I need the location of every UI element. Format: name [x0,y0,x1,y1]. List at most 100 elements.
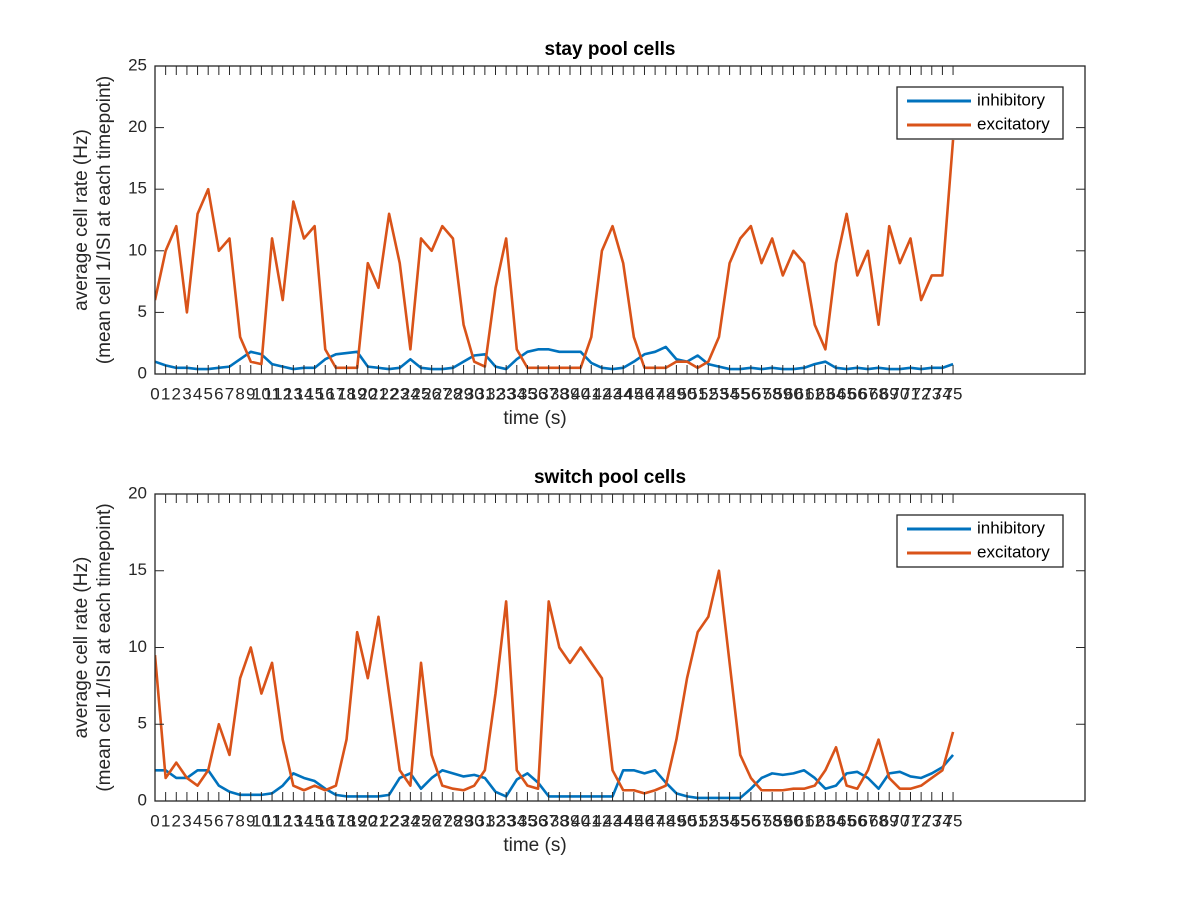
y-tick-label: 5 [138,302,147,321]
x-tick-label: 12 [273,811,292,830]
x-tick-label: 18 [337,811,356,830]
legend-label: inhibitory [977,90,1046,109]
x-tick-label: 32 [486,384,505,403]
series-line [155,139,955,370]
x-tick-label: 6 [214,811,223,830]
x-tick-label: 6 [214,384,223,403]
x-tick-label: 16 [316,811,335,830]
x-tick-label: 43 [603,384,622,403]
x-tick-label: 2 [172,811,181,830]
x-tick-label: 53 [709,384,728,403]
x-tick-label: 14 [295,811,314,830]
chart-title: switch pool cells [534,467,686,488]
x-tick-label: 3 [182,811,191,830]
x-tick-label: 50 [678,811,697,830]
x-tick-label: 2 [172,384,181,403]
x-tick-label: 30 [465,811,484,830]
x-tick-label: 42 [592,811,611,830]
x-tick-label: 39 [561,811,580,830]
x-tick-label: 47 [646,384,665,403]
x-tick-label: 37 [539,384,558,403]
x-tick-label: 57 [752,811,771,830]
x-tick-label: 35 [518,384,537,403]
x-tick-label: 16 [316,384,335,403]
legend-label: excitatory [977,114,1050,133]
x-tick-label: 53 [709,811,728,830]
y-tick-label: 20 [128,483,147,502]
x-tick-label: 71 [901,811,920,830]
x-tick-label: 39 [561,384,580,403]
x-tick-label: 63 [816,384,835,403]
y-axis-label: (mean cell 1/ISI at each timepoint) [94,76,115,364]
x-tick-label: 55 [731,384,750,403]
x-tick-label: 45 [624,384,643,403]
x-tick-label: 11 [263,811,281,830]
x-tick-label: 40 [571,384,590,403]
x-tick-label: 65 [837,811,856,830]
x-tick-label: 72 [912,384,931,403]
x-tick-label: 13 [284,811,303,830]
x-tick-label: 10 [252,384,271,403]
x-tick-label: 23 [390,811,409,830]
x-tick-label: 62 [805,811,824,830]
x-tick-label: 61 [795,811,814,830]
axes-box [154,65,1086,375]
x-tick-label: 35 [518,811,537,830]
x-tick-label: 66 [848,384,867,403]
x-tick-label: 1 [161,811,170,830]
x-tick-label: 58 [763,384,782,403]
x-tick-label: 58 [763,811,782,830]
x-tick-label: 52 [699,384,718,403]
x-tick-label: 51 [688,384,707,403]
x-tick-label: 22 [380,384,399,403]
y-tick-label: 15 [128,179,147,198]
series-line [155,754,955,800]
x-tick-label: 15 [305,811,324,830]
x-tick-label: 36 [529,384,548,403]
x-tick-label: 68 [869,811,888,830]
y-axis-label: average cell rate (Hz) [71,557,92,739]
x-tick-label: 55 [731,811,750,830]
x-tick-label: 56 [741,384,760,403]
x-tick-label: 14 [295,384,314,403]
x-tick-label: 74 [933,811,952,830]
x-tick-label: 51 [688,811,707,830]
x-tick-label: 13 [284,384,303,403]
x-tick-label: 20 [358,384,377,403]
x-tick-label: 18 [337,384,356,403]
y-tick-label: 25 [128,55,147,74]
x-tick-label: 29 [454,384,473,403]
legend-box [896,86,1064,140]
x-tick-label: 34 [507,811,526,830]
x-tick-label: 46 [635,384,654,403]
y-tick-label: 10 [128,240,147,259]
x-tick-label: 5 [203,811,212,830]
x-axis-label: time (s) [503,408,566,429]
x-tick-label: 73 [922,384,941,403]
x-tick-label: 69 [880,384,899,403]
x-tick-label: 21 [369,384,388,403]
x-tick-label: 70 [890,384,909,403]
x-tick-label: 45 [624,811,643,830]
x-tick-label: 70 [890,811,909,830]
x-tick-label: 21 [369,811,388,830]
x-tick-label: 52 [699,811,718,830]
legend-box [896,514,1064,568]
x-tick-label: 5 [203,384,212,403]
x-tick-label: 48 [656,811,675,830]
x-tick-label: 54 [720,811,739,830]
x-tick-label: 3 [182,384,191,403]
x-tick-label: 64 [827,811,846,830]
y-axis-label: (mean cell 1/ISI at each timepoint) [94,503,115,791]
x-tick-label: 57 [752,384,771,403]
series-line [155,569,955,795]
x-tick-label: 19 [348,811,367,830]
x-tick-label: 54 [720,384,739,403]
x-tick-label: 46 [635,811,654,830]
x-tick-label: 4 [193,811,202,830]
legend-label: excitatory [977,542,1050,561]
x-tick-label: 74 [933,384,952,403]
x-tick-label: 22 [380,811,399,830]
x-tick-label: 7 [225,811,234,830]
x-tick-label: 29 [454,811,473,830]
